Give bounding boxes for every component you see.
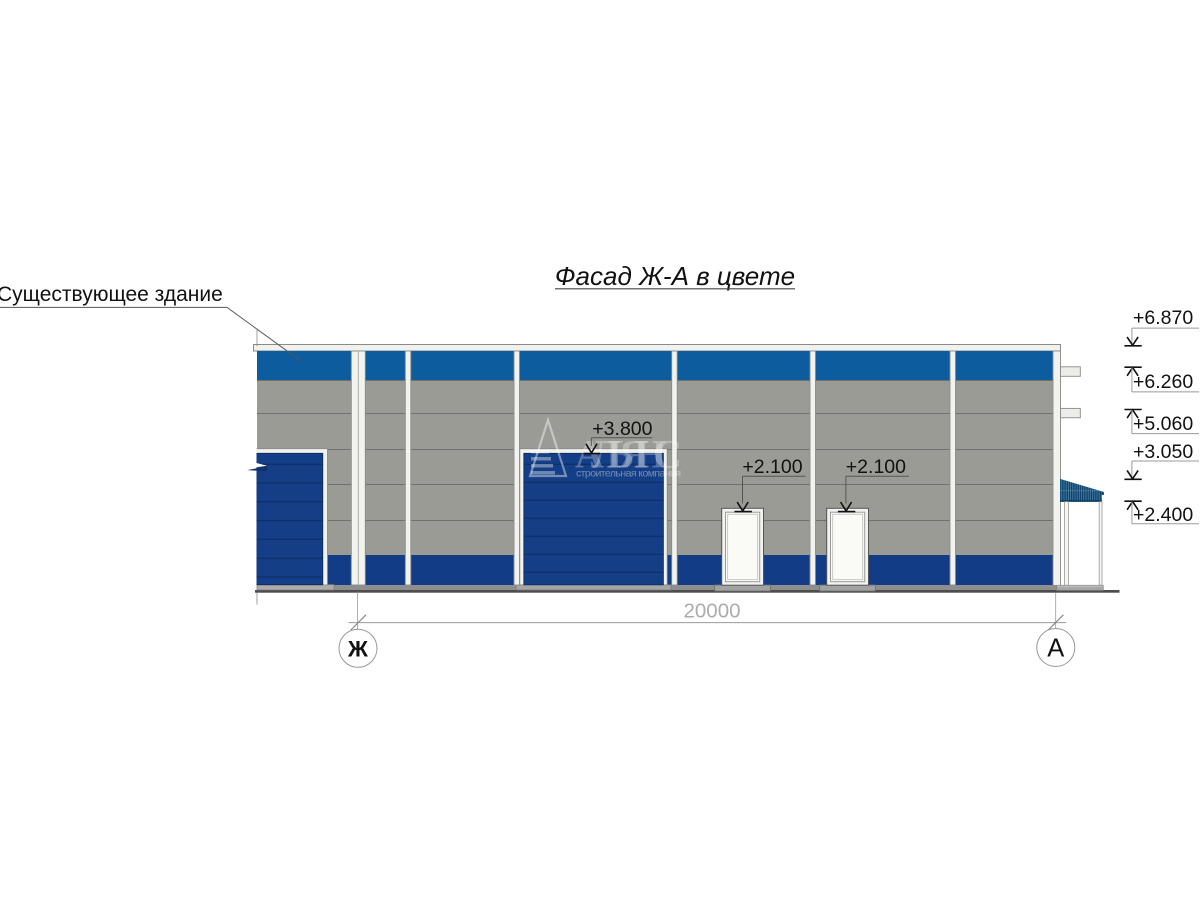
svg-text:строительная компания: строительная компания [576,468,681,480]
svg-text:+5.060: +5.060 [1133,413,1193,435]
svg-text:Существующее здание: Существующее здание [0,283,223,306]
svg-text:А: А [1047,635,1064,663]
svg-text:+3.800: +3.800 [592,418,652,440]
svg-text:+3.050: +3.050 [1133,441,1193,463]
svg-text:Фасад Ж-А в цвете: Фасад Ж-А в цвете [555,261,795,291]
svg-text:+2.400: +2.400 [1133,504,1193,526]
svg-text:+2.100: +2.100 [846,456,906,478]
svg-text:Ж: Ж [347,636,368,661]
svg-text:+6.870: +6.870 [1133,307,1193,329]
svg-text:20000: 20000 [683,600,740,623]
svg-text:+2.100: +2.100 [742,456,802,478]
svg-text:+6.260: +6.260 [1133,371,1193,393]
